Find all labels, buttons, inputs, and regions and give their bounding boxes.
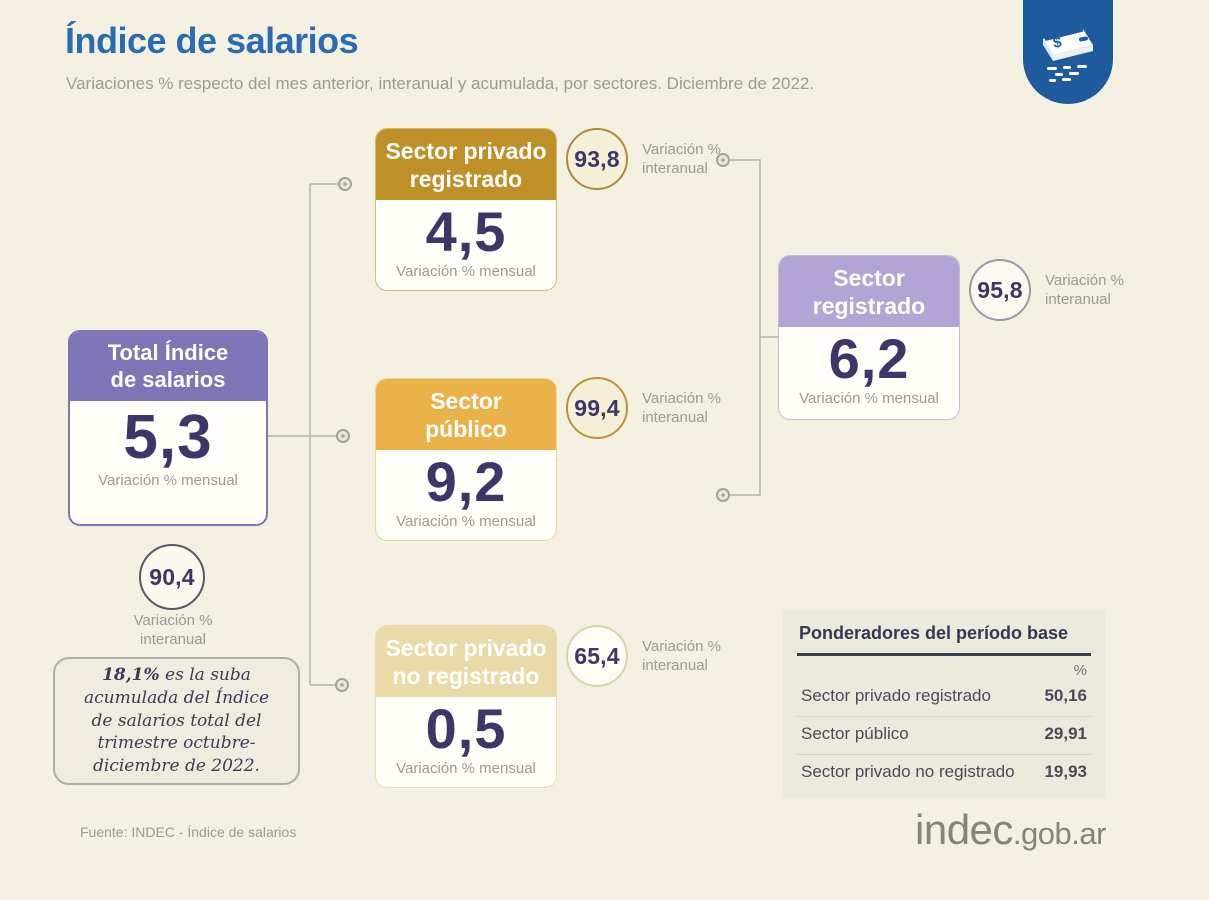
yoy-circle-publico: 99,4	[566, 377, 628, 439]
card-title-line: Total Índice	[107, 340, 229, 365]
registrado-monthly-value: 6,2	[828, 327, 910, 391]
privado-no-registrado-monthly-value: 0,5	[425, 697, 507, 761]
card-header-total: Total Índice de salarios	[70, 332, 266, 401]
table-title: Ponderadores del período base	[797, 623, 1091, 656]
yoy-variation-label-privado-registrado: Variación % interanual	[642, 141, 721, 179]
card-sector-publico: Sector público 9,2 Variación % mensual	[375, 378, 557, 541]
yoy-circle-privado-registrado: 93,8	[566, 128, 628, 190]
node-dot-center	[340, 683, 344, 687]
card-sector-privado-no-registrado: Sector privado no registrado 0,5 Variaci…	[375, 625, 557, 788]
yoy-label-line: Variación %	[1045, 272, 1124, 289]
note-highlight: 18,1%	[102, 664, 160, 685]
monthly-variation-label: Variación % mensual	[396, 513, 536, 531]
page-title: Índice de salarios	[65, 20, 359, 61]
yoy-label-line: interanual	[140, 630, 206, 648]
yoy-label-line: interanual	[642, 656, 708, 674]
table-row-label: Sector privado no registrado	[801, 762, 1015, 781]
node-dot-center	[343, 182, 347, 186]
card-sector-privado-registrado: Sector privado registrado 4,5 Variación …	[375, 128, 557, 291]
monthly-variation-label: Variación % mensual	[98, 471, 238, 489]
yoy-circle-total: 90,4	[139, 544, 205, 610]
note-text: es la suba acumulada del Índice de salar…	[83, 664, 270, 777]
yoy-label-line: interanual	[642, 408, 708, 426]
table-row-label: Sector privado registrado	[801, 686, 991, 705]
svg-text:$: $	[1052, 34, 1064, 52]
card-total-indice: Total Índice de salarios 5,3 Variación %…	[68, 330, 268, 526]
table-row-label: Sector público	[801, 724, 909, 743]
card-title-line: Sector	[430, 388, 502, 414]
table-row-value: 19,93	[1044, 762, 1087, 781]
header-badge: $	[1023, 0, 1113, 104]
yoy-label-line: interanual	[1045, 290, 1111, 308]
yoy-label-line: Variación %	[642, 638, 721, 655]
logo-main-text: indec	[915, 806, 1013, 853]
monthly-variation-label: Variación % mensual	[799, 390, 939, 408]
card-title-line: público	[425, 416, 507, 443]
total-monthly-value: 5,3	[123, 402, 213, 472]
yoy-circle-privado-no-registrado: 65,4	[566, 625, 628, 687]
yoy-variation-label-registrado: Variación % interanual	[1045, 272, 1124, 310]
card-sector-registrado: Sector registrado 6,2 Variación % mensua…	[778, 255, 960, 420]
card-title-line: registrado	[812, 293, 926, 320]
ponderadores-table: Ponderadores del período base % Sector p…	[783, 610, 1105, 798]
logo-suffix-text: .gob.ar	[1012, 816, 1107, 851]
card-title-line: no registrado	[392, 663, 540, 690]
table-row-value: 29,91	[1044, 724, 1087, 743]
accumulated-note: 18,1% es la suba acumulada del Índice de…	[53, 657, 300, 785]
source-note: Fuente: INDEC - Índice de salarios	[80, 824, 297, 840]
card-title-line: de salarios	[110, 366, 226, 392]
yoy-variation-label-publico: Variación % interanual	[642, 390, 721, 428]
table-percent-header: %	[1073, 662, 1087, 679]
connector-right-vertical	[729, 159, 761, 496]
card-title-line: Sector privado	[385, 138, 547, 164]
table-row-value: 50,16	[1044, 686, 1087, 705]
yoy-variation-label-total: Variación % interanual	[103, 612, 243, 650]
yoy-circle-registrado: 95,8	[969, 259, 1031, 321]
table-row: Sector privado no registrado 19,93	[797, 755, 1091, 792]
privado-registrado-monthly-value: 4,5	[425, 200, 507, 264]
card-header-privado-registrado: Sector privado registrado	[376, 129, 556, 201]
card-title-line: Sector privado	[385, 635, 547, 661]
yoy-label-line: Variación %	[642, 390, 721, 407]
money-bill-icon: $	[1043, 28, 1093, 82]
card-header-registrado: Sector registrado	[779, 256, 959, 328]
node-dot-center	[721, 158, 725, 162]
node-dot-center	[341, 434, 345, 438]
card-title-line: registrado	[409, 166, 523, 193]
table-row: Sector privado registrado 50,16	[797, 679, 1091, 717]
yoy-label-line: interanual	[642, 159, 708, 177]
table-row: Sector público 29,91	[797, 717, 1091, 755]
indec-logo: indec .gob.ar	[915, 806, 1106, 854]
card-header-privado-no-registrado: Sector privado no registrado	[376, 626, 556, 698]
yoy-label-line: Variación %	[642, 141, 721, 158]
page-subtitle: Variaciones % respecto del mes anterior,…	[66, 74, 815, 93]
yoy-variation-label-privado-no-registrado: Variación % interanual	[642, 638, 721, 676]
monthly-variation-label: Variación % mensual	[396, 263, 536, 281]
monthly-variation-label: Variación % mensual	[396, 760, 536, 778]
card-title-line: Sector	[833, 265, 905, 291]
card-header-publico: Sector público	[376, 379, 556, 451]
node-dot-center	[721, 493, 725, 497]
yoy-label-line: Variación %	[133, 612, 213, 629]
publico-monthly-value: 9,2	[425, 450, 507, 514]
